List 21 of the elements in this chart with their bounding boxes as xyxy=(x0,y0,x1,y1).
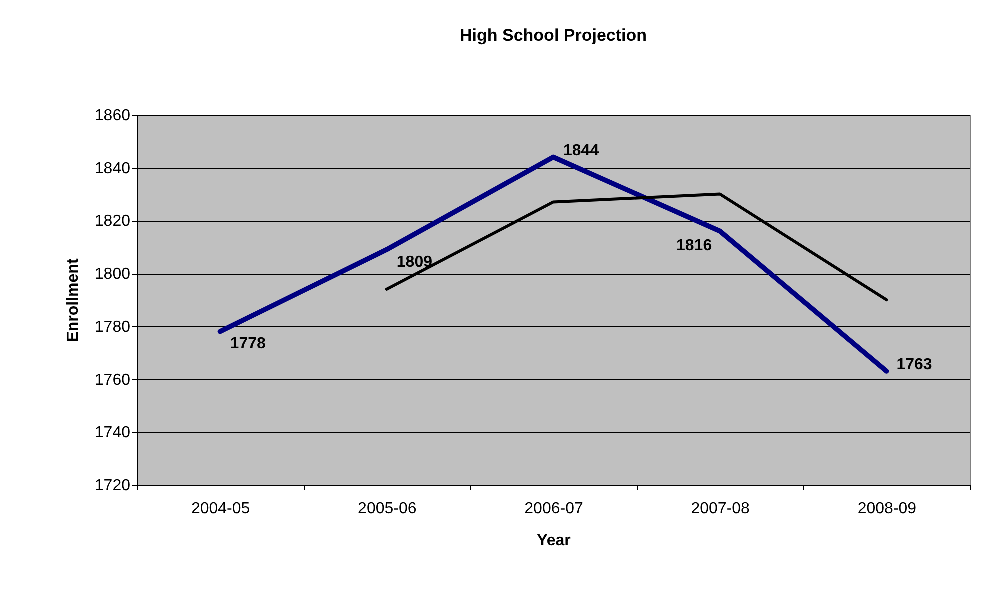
y-tick-label: 1860 xyxy=(94,108,131,124)
data-label: 1763 xyxy=(896,356,932,374)
x-tick-label: 2008-09 xyxy=(858,500,917,518)
y-tick-label: 1820 xyxy=(94,213,131,230)
y-tick-label: 1760 xyxy=(94,372,131,389)
x-tick-label: 2006-07 xyxy=(524,500,584,518)
chart-title: High School Projection xyxy=(460,26,648,45)
x-tick-label: 2004-05 xyxy=(191,500,250,518)
data-label: 1778 xyxy=(230,336,266,353)
y-axis-title: Enrollment xyxy=(64,258,82,342)
y-tick-label: 1840 xyxy=(94,160,131,178)
x-axis-title: Year xyxy=(537,532,571,550)
y-tick-label: 1800 xyxy=(94,266,131,284)
x-tick-label: 2007-08 xyxy=(691,500,750,518)
y-tick-label: 1720 xyxy=(94,478,131,494)
y-tick-label: 1740 xyxy=(94,424,131,442)
x-tick-label: 2005-06 xyxy=(358,500,417,518)
data-label: 1844 xyxy=(564,142,600,160)
y-tick-label: 1780 xyxy=(94,318,131,336)
data-label: 1816 xyxy=(676,237,712,254)
data-label: 1809 xyxy=(396,254,433,271)
